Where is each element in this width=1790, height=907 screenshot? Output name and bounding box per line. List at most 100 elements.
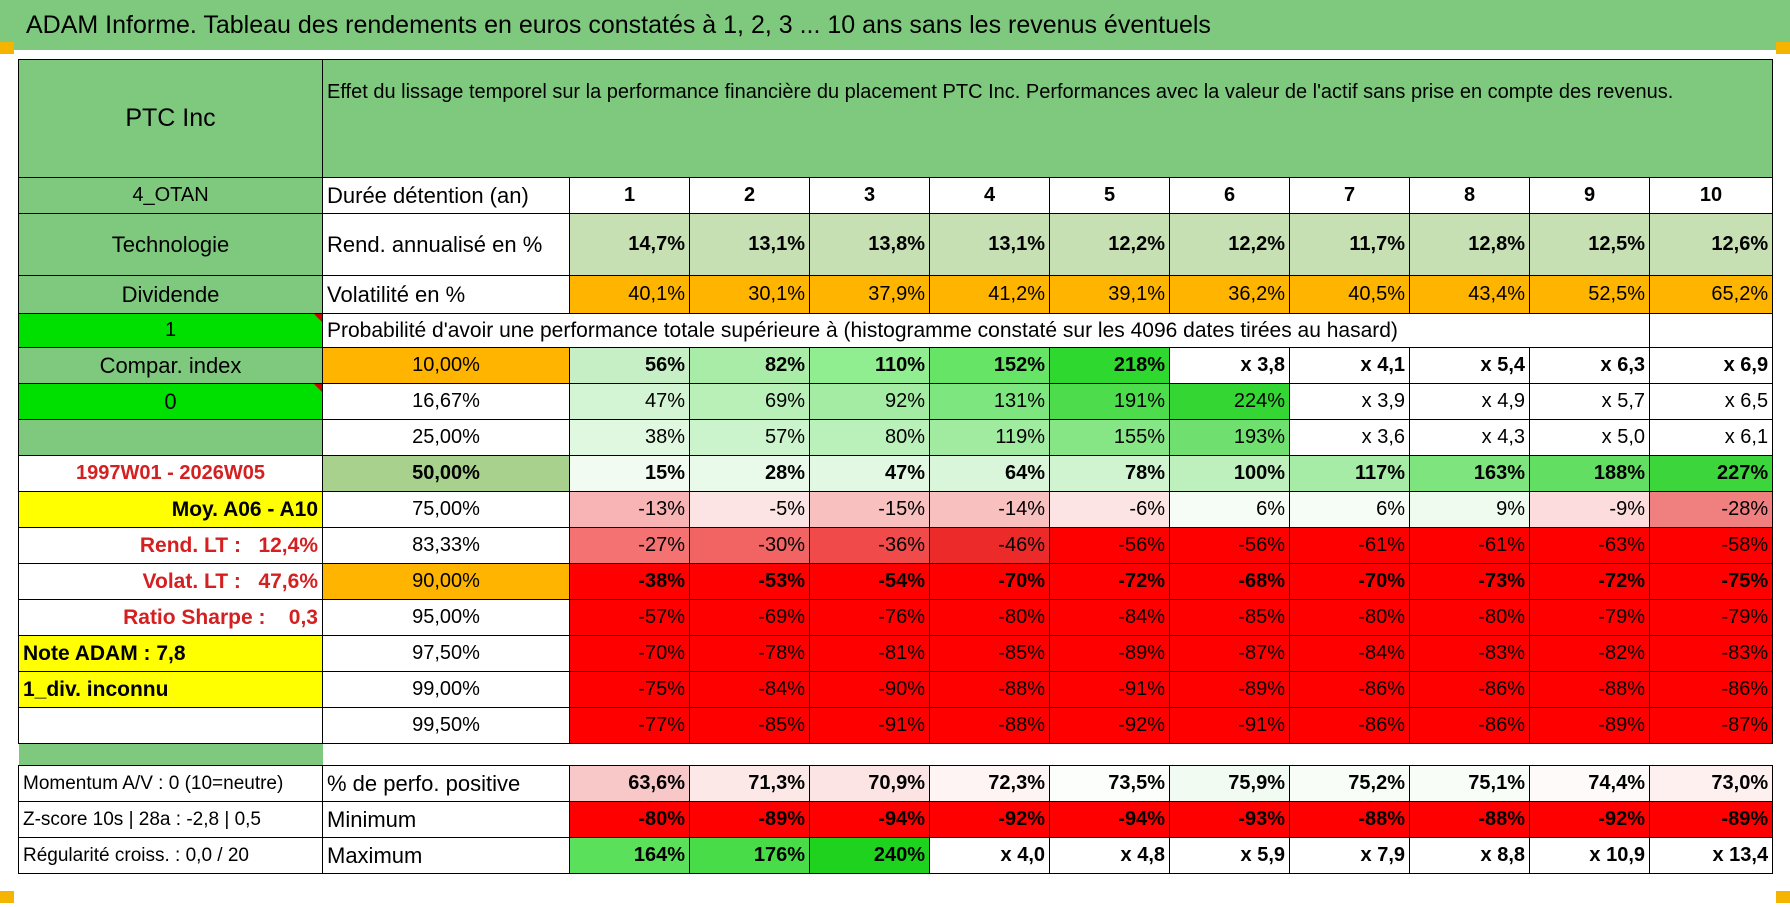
stat-cell: 63,6% (569, 765, 690, 802)
stat-cell: x 10,9 (1529, 837, 1650, 874)
probability-cell: -15% (809, 491, 930, 528)
probability-cell: 227% (1648, 455, 1774, 492)
probability-cell: -78% (689, 635, 810, 672)
probability-cell: -86% (1409, 707, 1530, 744)
probability-cell: -14% (929, 491, 1050, 528)
probability-cell: 224% (1169, 383, 1290, 420)
probability-cell: -68% (1169, 563, 1290, 600)
volatility-cell: 39,1% (1049, 275, 1170, 314)
year-cell: 8 (1409, 177, 1530, 214)
volatility-cell: 65,2% (1648, 275, 1774, 314)
probability-cell: 100% (1169, 455, 1290, 492)
corner-marker (1776, 891, 1790, 903)
sharpe-ratio-label: Ratio Sharpe : (123, 605, 266, 629)
sector: Technologie (18, 213, 323, 276)
probability-level: 97,50% (322, 635, 570, 672)
stat-cell: -88% (1289, 801, 1410, 838)
average-label: Moy. A06 - A10 (18, 491, 323, 528)
probability-cell: -28% (1648, 491, 1774, 528)
probability-level: 90,00% (322, 563, 570, 600)
probability-cell: -57% (569, 599, 690, 636)
probability-cell: -30% (689, 527, 810, 564)
probability-level: 83,33% (322, 527, 570, 564)
year-cell: 5 (1049, 177, 1170, 214)
volatility-cell: 30,1% (689, 275, 810, 314)
probability-cell: -85% (1169, 599, 1290, 636)
stat-cell: 164% (569, 837, 690, 874)
stat-cell: x 7,9 (1289, 837, 1410, 874)
probability-cell: -90% (809, 671, 930, 708)
probability-cell: x 6,1 (1648, 419, 1774, 456)
stat-cell: 75,1% (1409, 765, 1530, 802)
probability-cell: -70% (569, 635, 690, 672)
probability-cell: 15% (569, 455, 690, 492)
probability-cell: -69% (689, 599, 810, 636)
probability-cell: -89% (1049, 635, 1170, 672)
probability-cell: 64% (929, 455, 1050, 492)
stat-cell: 73,0% (1648, 765, 1774, 802)
probability-cell: -80% (1289, 599, 1410, 636)
year-cell: 10 (1648, 177, 1774, 214)
flag-cell: 0 (18, 383, 323, 420)
return-cell: 12,2% (1169, 213, 1290, 276)
volatility-cell: 40,1% (569, 275, 690, 314)
probability-cell: -58% (1648, 527, 1774, 564)
period-range: 1997W01 - 2026W05 (18, 455, 323, 492)
year-cell: 3 (809, 177, 930, 214)
long-term-return-value: 12,4% (258, 533, 318, 557)
return-cell: 12,5% (1529, 213, 1650, 276)
probability-cell: -73% (1409, 563, 1530, 600)
spacer-cell (323, 744, 1773, 766)
probability-cell: 57% (689, 419, 810, 456)
probability-cell: 47% (569, 383, 690, 420)
probability-cell: x 5,0 (1529, 419, 1650, 456)
probability-cell: -70% (929, 563, 1050, 600)
return-cell: 13,1% (929, 213, 1050, 276)
probability-cell: 163% (1409, 455, 1530, 492)
probability-cell: -86% (1648, 671, 1774, 708)
probability-cell: 191% (1049, 383, 1170, 420)
probability-cell: x 3,6 (1289, 419, 1410, 456)
stat-cell: -89% (1648, 801, 1774, 838)
probability-cell: -75% (1648, 563, 1774, 600)
stat-cell: x 8,8 (1409, 837, 1530, 874)
probability-cell: -88% (929, 671, 1050, 708)
probability-cell: 82% (689, 347, 810, 384)
probability-cell: -87% (1648, 707, 1774, 744)
probability-cell: -80% (929, 599, 1050, 636)
probability-cell: -61% (1289, 527, 1410, 564)
probability-cell: -61% (1409, 527, 1530, 564)
probability-cell: 28% (689, 455, 810, 492)
stat-cell: 73,5% (1049, 765, 1170, 802)
dividend-unknown: 1_div. inconnu (18, 671, 323, 708)
asset-code: 4_OTAN (18, 177, 323, 214)
probability-cell: 155% (1049, 419, 1170, 456)
stat-cell: -93% (1169, 801, 1290, 838)
stat-cell: 74,4% (1529, 765, 1650, 802)
z-score-indicator: Z-score 10s | 28a : -2,8 | 0,5 (18, 801, 323, 838)
probability-cell: -83% (1409, 635, 1530, 672)
probability-cell: -75% (569, 671, 690, 708)
return-cell: 14,7% (569, 213, 690, 276)
stat-cell: 70,9% (809, 765, 930, 802)
probability-cell: 92% (809, 383, 930, 420)
probability-cell: 188% (1529, 455, 1650, 492)
volatility-cell: 43,4% (1409, 275, 1530, 314)
probability-cell: -86% (1409, 671, 1530, 708)
probability-cell: 78% (1049, 455, 1170, 492)
probability-cell: 56% (569, 347, 690, 384)
stat-cell: 75,9% (1169, 765, 1290, 802)
probability-cell: -5% (689, 491, 810, 528)
probability-cell: -92% (1049, 707, 1170, 744)
probability-cell: 117% (1289, 455, 1410, 492)
stat-cell: x 5,9 (1169, 837, 1290, 874)
probability-cell: -86% (1289, 671, 1410, 708)
stat-cell: -94% (809, 801, 930, 838)
probability-level: 50,00% (322, 455, 570, 492)
positive-performance-label: % de perfo. positive (322, 765, 570, 802)
stat-cell: 176% (689, 837, 810, 874)
probability-cell: -36% (809, 527, 930, 564)
probability-cell: -79% (1529, 599, 1650, 636)
probability-cell: 9% (1409, 491, 1530, 528)
probability-cell: x 6,9 (1648, 347, 1774, 384)
